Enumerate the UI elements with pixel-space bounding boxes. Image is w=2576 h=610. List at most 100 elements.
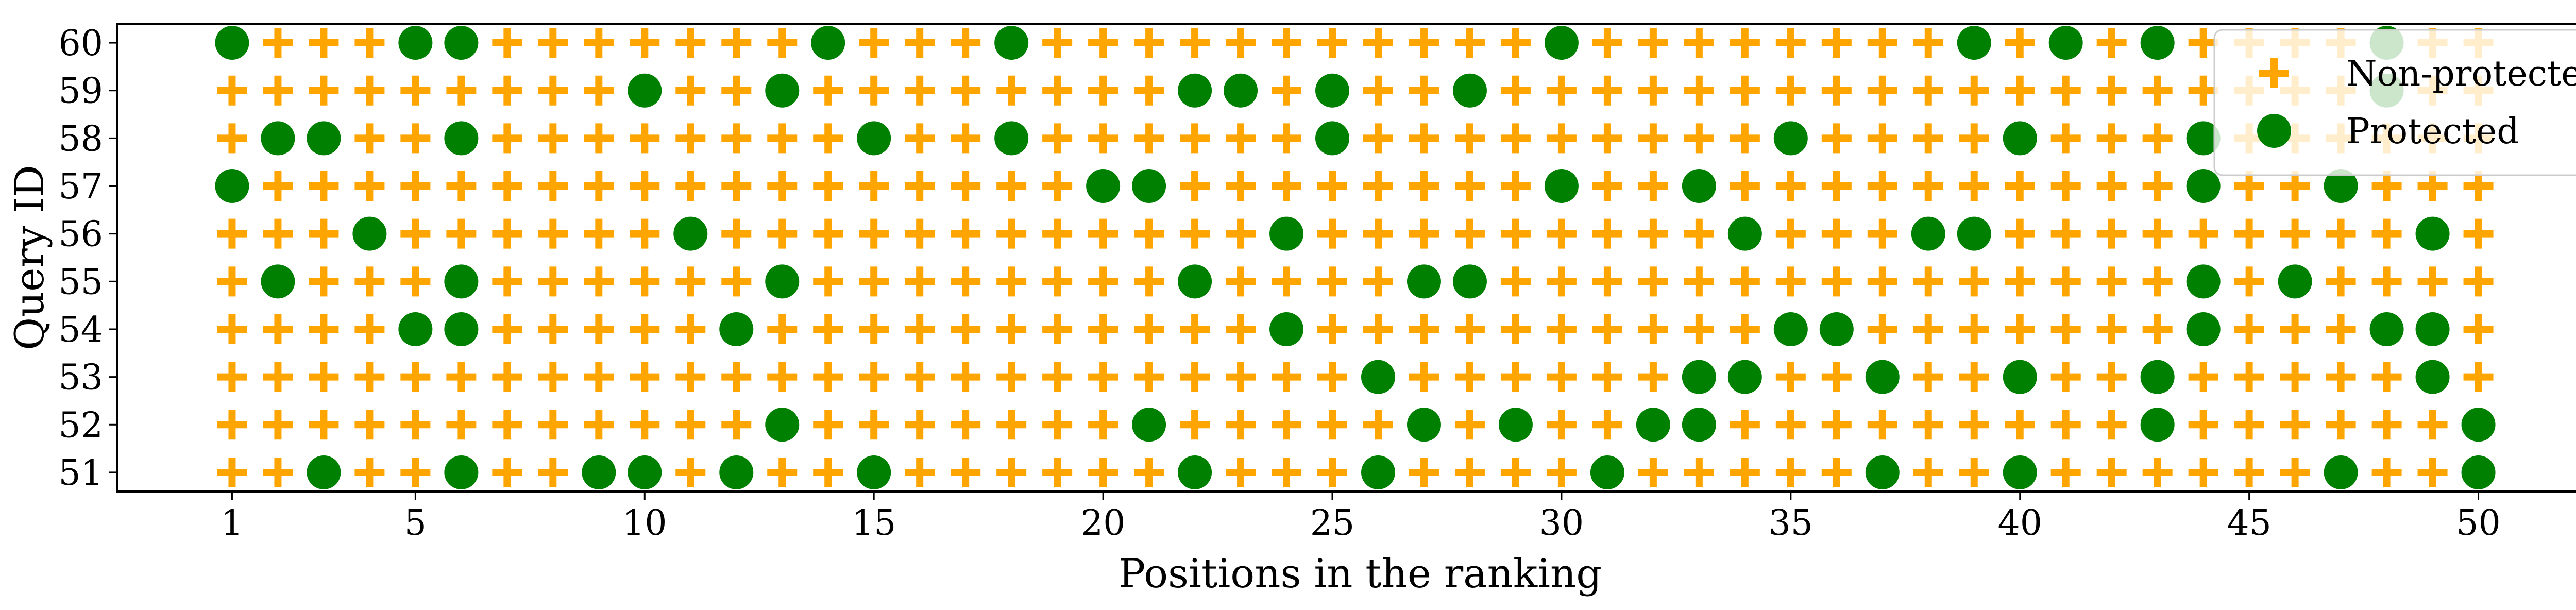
non-protected-point	[1088, 28, 1118, 58]
non-protected-point	[1180, 28, 1210, 58]
non-protected-point	[675, 171, 706, 201]
non-protected-point	[1226, 123, 1256, 154]
protected-point	[673, 216, 708, 251]
y-tick-label: 59	[58, 71, 103, 112]
non-protected-point	[1775, 362, 1806, 392]
protected-point	[1957, 26, 1991, 60]
non-protected-point	[721, 171, 752, 201]
non-protected-point	[721, 266, 752, 297]
non-protected-point	[1913, 362, 1943, 392]
non-protected-point	[354, 28, 385, 58]
y-tick-label: 53	[58, 358, 103, 398]
protected-point	[994, 26, 1029, 60]
non-protected-point	[1317, 410, 1348, 440]
non-protected-point	[492, 28, 522, 58]
non-protected-point	[2234, 362, 2264, 392]
non-protected-point	[2005, 28, 2035, 58]
non-protected-point	[1454, 218, 1485, 249]
non-protected-point	[2234, 266, 2264, 297]
non-protected-point	[813, 266, 843, 297]
non-protected-point	[996, 75, 1027, 106]
protected-point	[1911, 216, 1945, 251]
non-protected-point	[721, 123, 752, 154]
protected-point	[1682, 408, 1716, 442]
non-protected-point	[859, 314, 889, 344]
non-protected-point	[2463, 314, 2494, 344]
non-protected-point	[1546, 410, 1577, 440]
non-protected-point	[2234, 218, 2264, 249]
non-protected-point	[1821, 410, 1852, 440]
non-protected-point	[1500, 28, 1531, 58]
non-protected-point	[996, 171, 1027, 201]
non-protected-point	[1684, 314, 1714, 344]
non-protected-point	[859, 362, 889, 392]
non-protected-point	[1775, 75, 1806, 106]
non-protected-point	[1363, 314, 1393, 344]
non-protected-point	[2417, 457, 2448, 487]
non-protected-point	[2050, 266, 2081, 297]
protected-point	[1132, 169, 1166, 204]
non-protected-point	[2096, 457, 2127, 487]
non-protected-point	[1317, 266, 1348, 297]
protected-point	[1452, 264, 1487, 299]
protected-point	[1544, 26, 1579, 60]
non-protected-point	[2234, 171, 2264, 201]
non-protected-point	[263, 218, 293, 249]
non-protected-point	[263, 314, 293, 344]
non-protected-point	[538, 410, 568, 440]
non-protected-point	[1638, 457, 1668, 487]
non-protected-point	[1042, 266, 1073, 297]
protected-point	[2278, 264, 2312, 299]
legend-non-protected-marker	[2259, 58, 2289, 88]
non-protected-point	[951, 410, 981, 440]
non-protected-point	[400, 171, 431, 201]
non-protected-point	[400, 218, 431, 249]
protected-point	[2324, 455, 2358, 489]
non-protected-point	[1500, 314, 1531, 344]
non-protected-point	[492, 266, 522, 297]
protected-point	[1315, 121, 1350, 156]
non-protected-point	[905, 410, 935, 440]
non-protected-point	[2050, 314, 2081, 344]
non-protected-point	[1134, 218, 1164, 249]
non-protected-point	[2142, 266, 2173, 297]
non-protected-point	[1454, 410, 1485, 440]
non-protected-point	[2188, 218, 2218, 249]
marks-layer	[215, 26, 2496, 489]
non-protected-point	[2326, 410, 2356, 440]
non-protected-point	[492, 171, 522, 201]
non-protected-point	[354, 171, 385, 201]
protected-point	[1773, 312, 1808, 346]
non-protected-point	[951, 28, 981, 58]
non-protected-point	[1775, 266, 1806, 297]
protected-point	[2186, 312, 2221, 346]
non-protected-point	[584, 171, 614, 201]
non-protected-point	[2188, 75, 2218, 106]
y-tick-label: 56	[58, 214, 103, 255]
non-protected-point	[630, 314, 660, 344]
non-protected-point	[1226, 171, 1256, 201]
protected-point	[2003, 455, 2037, 489]
non-protected-point	[1592, 410, 1622, 440]
non-protected-point	[1454, 28, 1485, 58]
non-protected-point	[1363, 266, 1393, 297]
non-protected-point	[2188, 362, 2218, 392]
protected-point	[2186, 169, 2221, 204]
non-protected-point	[2142, 123, 2173, 154]
protected-point	[1132, 408, 1166, 442]
non-protected-point	[675, 410, 706, 440]
non-protected-point	[1454, 362, 1485, 392]
non-protected-point	[1638, 123, 1668, 154]
non-protected-point	[2096, 314, 2127, 344]
non-protected-point	[217, 457, 247, 487]
non-protected-point	[492, 362, 522, 392]
non-protected-point	[1913, 457, 1943, 487]
non-protected-point	[2371, 410, 2402, 440]
non-protected-point	[584, 218, 614, 249]
non-protected-point	[217, 123, 247, 154]
non-protected-point	[2280, 410, 2310, 440]
non-protected-point	[630, 362, 660, 392]
non-protected-point	[1730, 75, 1760, 106]
non-protected-point	[1959, 457, 1989, 487]
